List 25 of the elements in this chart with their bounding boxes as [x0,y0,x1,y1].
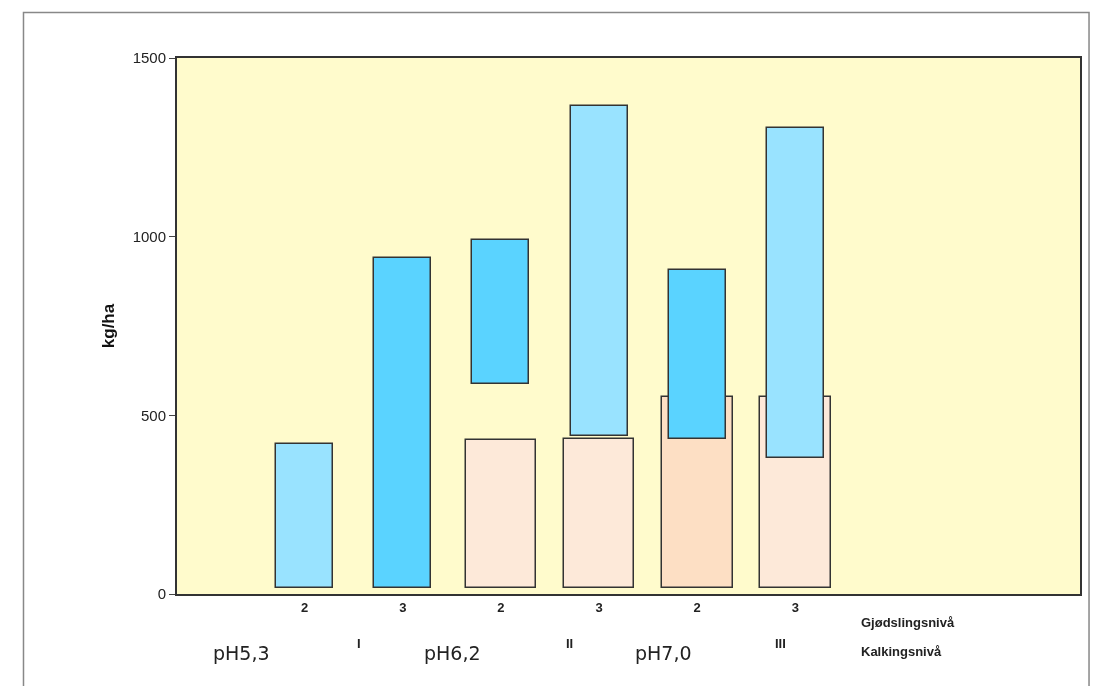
bar [464,438,536,588]
text: pH6,2 [424,642,481,664]
bar [470,238,529,384]
x-tick-label: 3 [595,599,603,615]
bar [274,442,333,588]
text: Kalkingsnivå [861,644,942,659]
y-tick-label: 500 [140,406,166,424]
text: pH7,0 [635,642,692,664]
bar [562,437,634,588]
text: pH5,3 [213,642,270,664]
x-tick-label: 2 [497,599,505,615]
y-tick-label: 1000 [132,227,166,245]
bar [372,256,431,588]
y-tick-label: 1500 [132,49,166,67]
text: Gjødslingsnivå [861,615,955,630]
x-tick-label: 3 [399,599,407,615]
x-tick-label: 2 [693,599,701,615]
bar [569,104,628,436]
y-axis-title: kg/ha [98,303,118,349]
text: III [775,636,786,651]
y-tick-label: 0 [157,585,166,603]
x-tick-label: 2 [300,599,309,615]
x-tick-label: 3 [791,599,799,615]
text: II [566,636,574,651]
text: I [357,636,361,651]
